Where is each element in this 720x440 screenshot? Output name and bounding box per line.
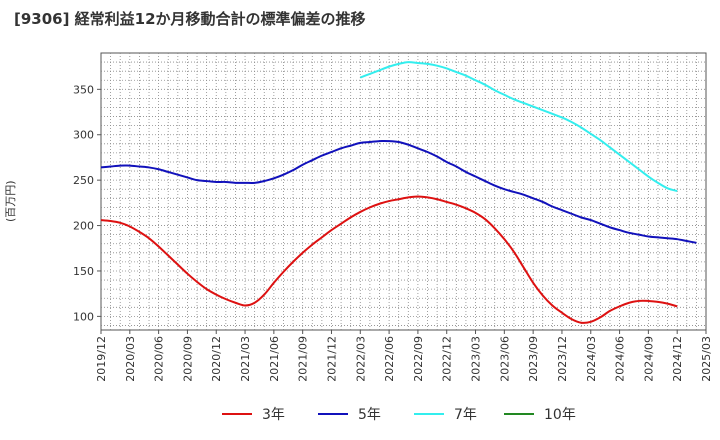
x-tick-label: 2022/03: [354, 336, 367, 382]
legend-swatch: [504, 413, 534, 415]
x-tick-label: 2020/03: [124, 336, 137, 382]
legend-label: 10年: [544, 407, 576, 423]
y-tick-label: 150: [73, 265, 94, 278]
x-tick-label: 2025/03: [700, 336, 713, 382]
legend-item: 5年: [318, 402, 381, 426]
legend-item: 7年: [414, 402, 477, 426]
x-tick-label: 2023/06: [498, 336, 511, 382]
x-tick-label: 2021/12: [325, 336, 338, 382]
x-tick-label: 2020/09: [181, 336, 194, 382]
plot-area: [100, 52, 707, 331]
legend-item: 3年: [222, 402, 285, 426]
y-tick-label: 200: [73, 220, 94, 233]
legend: 3年 5年 7年 10年: [0, 402, 720, 426]
x-tick-label: 2021/06: [268, 336, 281, 382]
x-axis-ticks: 2019/12 2020/03 2020/06 2020/09 2020/12 2021/…: [95, 330, 713, 382]
x-tick-label: 2024/12: [671, 336, 684, 382]
y-tick-label: 250: [73, 174, 94, 187]
line-chart: 100 150 200 250 300 350 2019/12 2020/03 2020/06…: [73, 52, 713, 382]
x-tick-label: 2023/12: [556, 336, 569, 382]
x-tick-label: 2023/03: [470, 336, 483, 382]
y-tick-label: 350: [73, 83, 94, 96]
x-tick-label: 2022/09: [412, 336, 425, 382]
series-line-7年: [359, 61, 678, 193]
legend-label: 5年: [358, 407, 381, 423]
legend-item: 10年: [504, 402, 576, 426]
series-line-3年: [100, 195, 678, 324]
chart-title: [9306] 経常利益12か月移動合計の標準偏差の推移: [14, 10, 366, 28]
y-axis-ticks: 100 150 200 250 300 350: [73, 83, 101, 323]
x-tick-label: 2023/09: [527, 336, 540, 382]
x-tick-label: 2020/12: [210, 336, 223, 382]
x-tick-label: 2019/12: [95, 336, 108, 382]
legend-label: 7年: [454, 407, 477, 423]
x-tick-label: 2020/06: [153, 336, 166, 382]
y-tick-label: 300: [73, 129, 94, 142]
y-tick-label: 100: [73, 310, 94, 323]
legend-swatch: [222, 413, 252, 415]
legend-swatch: [414, 413, 444, 415]
legend-label: 3年: [262, 407, 285, 423]
legend-swatch: [318, 413, 348, 415]
x-tick-label: 2024/09: [642, 336, 655, 382]
x-tick-label: 2022/12: [441, 336, 454, 382]
series-line-5年: [100, 139, 697, 244]
x-tick-label: 2022/06: [383, 336, 396, 382]
series-lines: [100, 61, 697, 324]
x-tick-label: 2021/09: [297, 336, 310, 382]
grid-lines: [101, 53, 706, 330]
x-tick-label: 2024/03: [585, 336, 598, 382]
x-tick-label: 2021/03: [239, 336, 252, 382]
x-tick-label: 2024/06: [614, 336, 627, 382]
